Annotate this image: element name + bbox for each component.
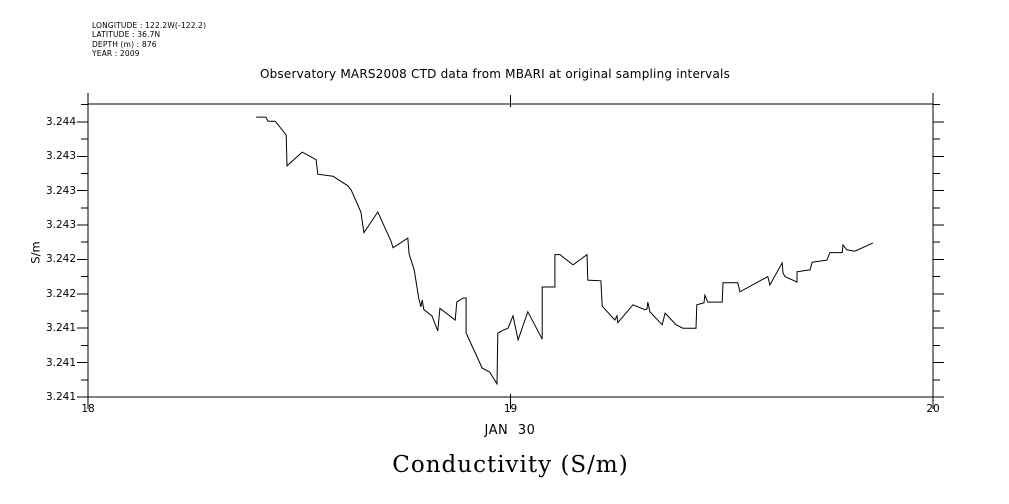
x-tick-label: 18 [81, 403, 95, 415]
y-tick-label: 3.241 [45, 322, 76, 335]
metadata-longitude: LONGITUDE : 122.2W(-122.2) [92, 21, 207, 30]
y-tick-label: 3.242 [45, 287, 76, 300]
axes-and-ticks [77, 93, 944, 409]
y-tick-label: 3.241 [45, 356, 76, 369]
metadata-year: YEAR : 2009 [92, 49, 140, 59]
metadata-latitude: LATITUDE : 36.7N [92, 30, 161, 40]
y-tick-label: 3.242 [45, 253, 76, 266]
y-tick-label: 3.244 [45, 115, 76, 128]
y-tick-label: 3.243 [45, 219, 76, 232]
x-axis-title: Conductivity (S/m) [392, 452, 629, 478]
plot-title: Observatory MARS2008 CTD data from MBARI… [259, 67, 731, 81]
x-tick-label: 20 [926, 403, 940, 415]
conductivity-line [256, 116, 874, 386]
y-tick-label: 3.243 [45, 184, 76, 197]
y-tick-label: 3.243 [45, 150, 76, 163]
x-tick-label: 19 [503, 403, 518, 415]
x-axis-date-label: JAN 30 [484, 423, 536, 438]
metadata-depth: DEPTH (m) : 876 [92, 39, 157, 49]
metadata-block: LONGITUDE : 122.2W(-122.2) LATITUDE : 36… [92, 21, 206, 59]
y-tick-label: 3.241 [45, 391, 76, 403]
